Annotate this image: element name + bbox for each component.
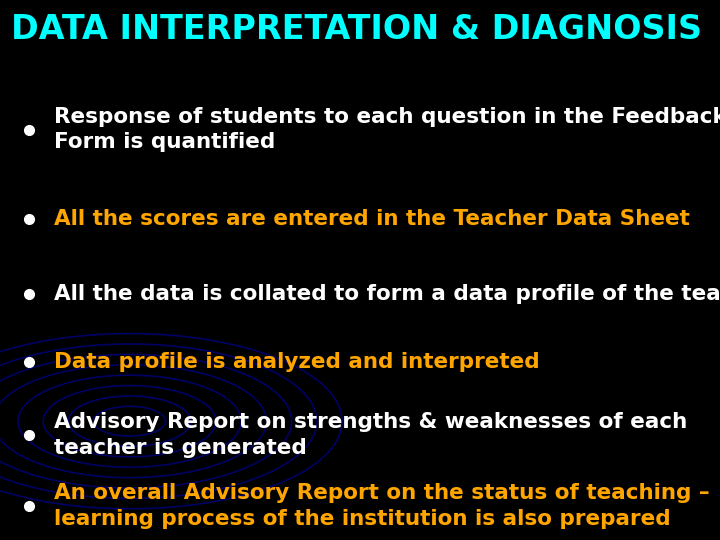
Text: Advisory Report on strengths & weaknesses of each
teacher is generated: Advisory Report on strengths & weaknesse… — [54, 412, 688, 457]
Text: An overall Advisory Report on the status of teaching –
learning process of the i: An overall Advisory Report on the status… — [54, 483, 710, 529]
Text: All the data is collated to form a data profile of the teacher: All the data is collated to form a data … — [54, 284, 720, 305]
Text: All the scores are entered in the Teacher Data Sheet: All the scores are entered in the Teache… — [54, 208, 690, 229]
Text: Data profile is analyzed and interpreted: Data profile is analyzed and interpreted — [54, 352, 539, 372]
Text: Response of students to each question in the Feedback
Form is quantified: Response of students to each question in… — [54, 107, 720, 152]
Text: DATA INTERPRETATION & DIAGNOSIS: DATA INTERPRETATION & DIAGNOSIS — [11, 13, 702, 46]
